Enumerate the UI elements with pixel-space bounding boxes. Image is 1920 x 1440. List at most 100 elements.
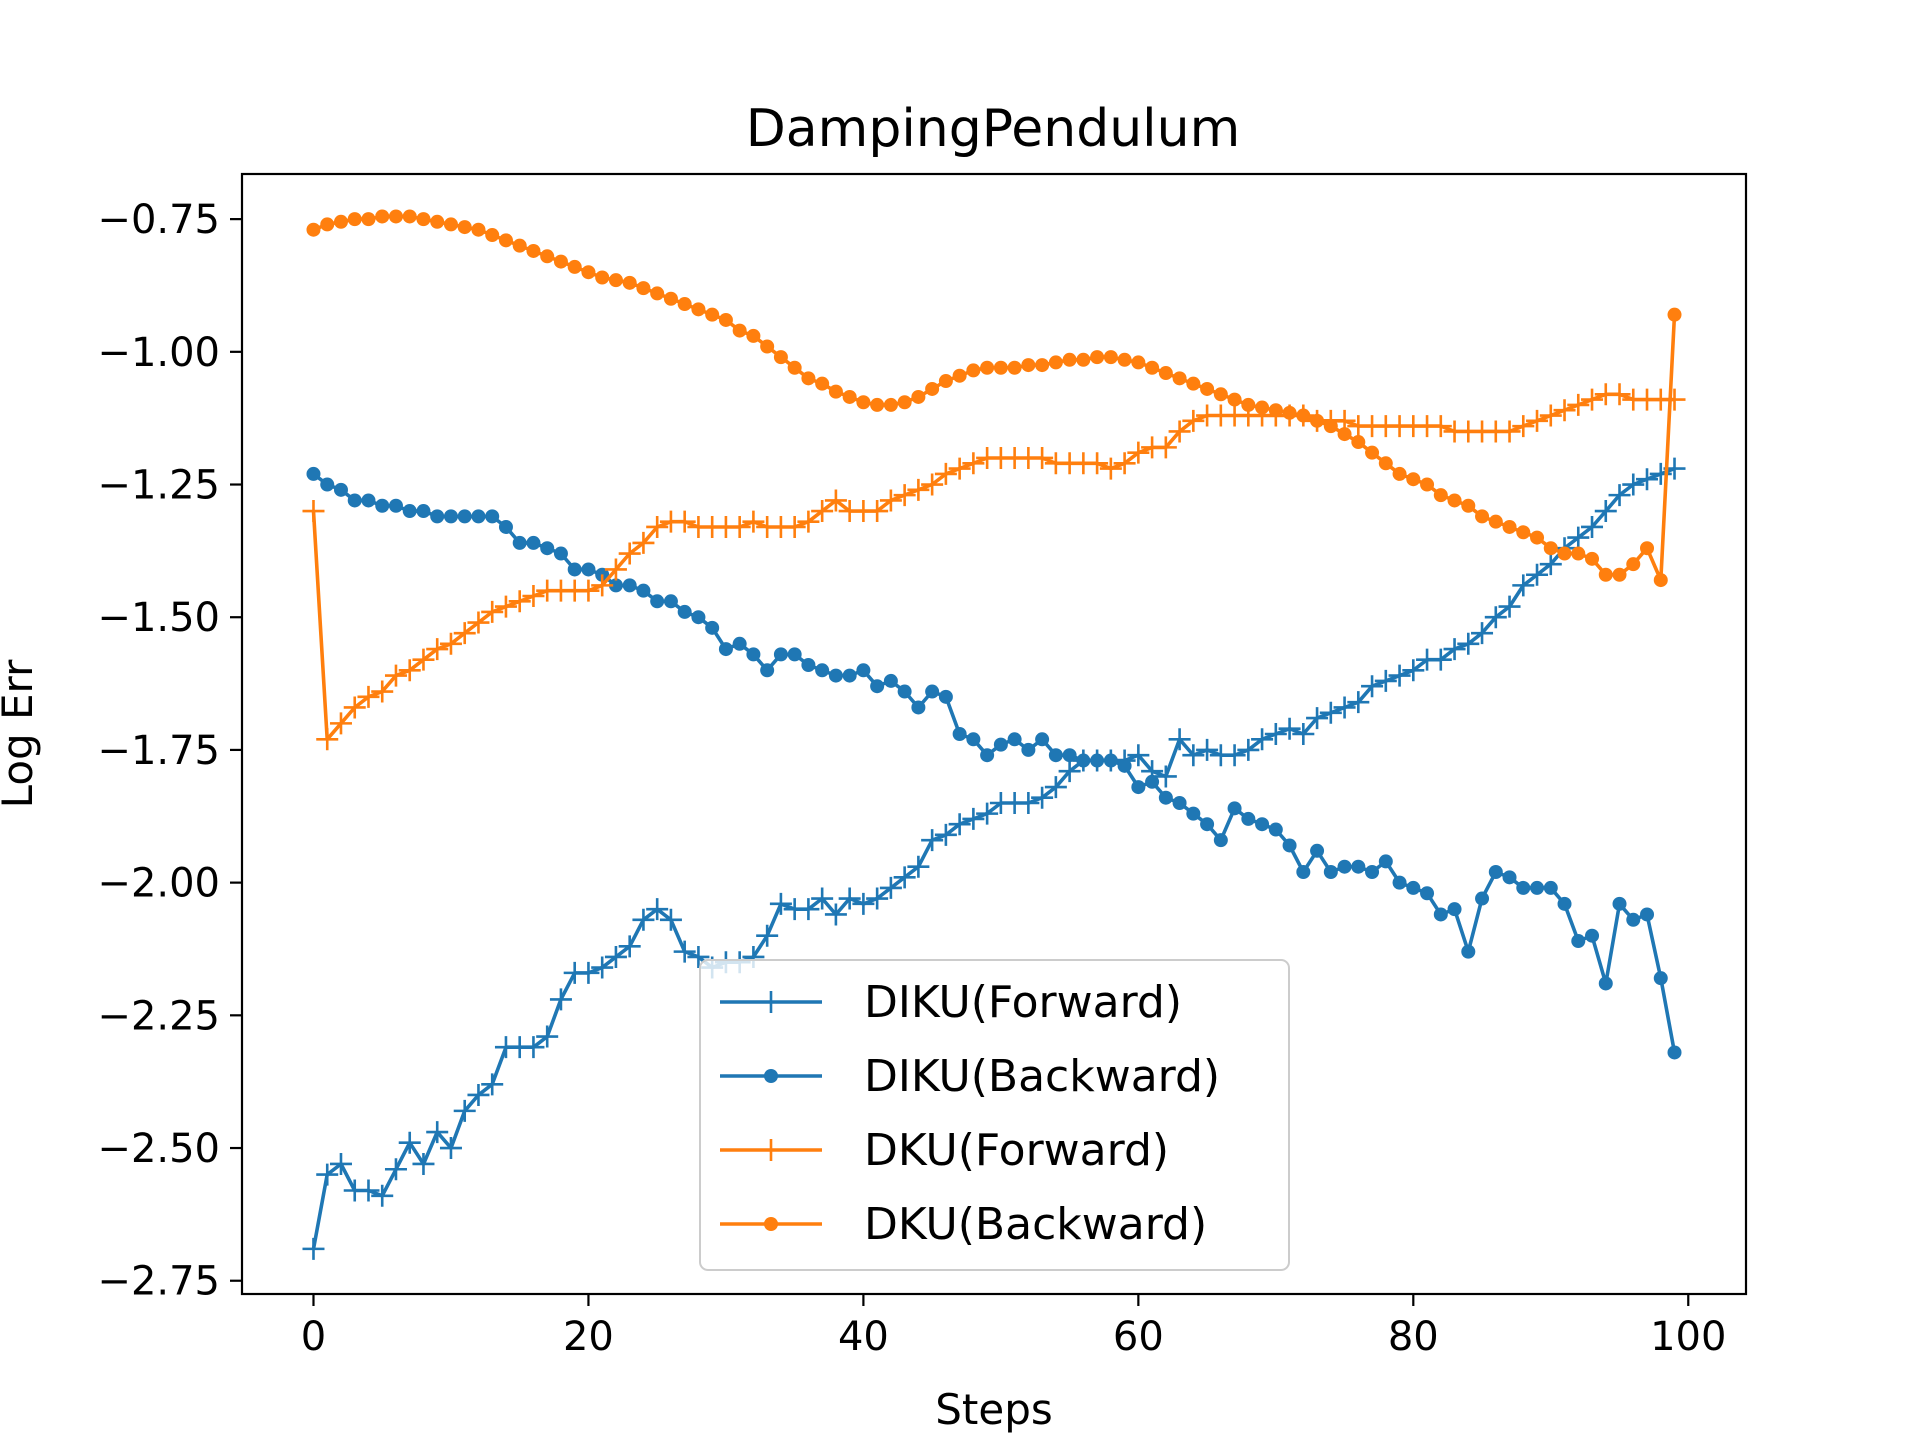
data-point — [1021, 742, 1036, 757]
data-point — [1131, 355, 1146, 370]
data-point — [453, 1099, 476, 1122]
data-point — [1255, 817, 1270, 832]
data-point — [384, 1158, 407, 1181]
data-point — [769, 892, 792, 915]
data-point — [1200, 817, 1215, 832]
data-point — [591, 574, 614, 597]
data-point — [1594, 500, 1617, 523]
data-point — [962, 452, 985, 475]
data-point — [1484, 606, 1507, 629]
data-point — [1154, 765, 1177, 788]
legend-label: DIKU(Backward) — [864, 1051, 1220, 1102]
data-point — [797, 510, 820, 533]
data-point — [728, 515, 751, 538]
data-point — [1168, 728, 1191, 751]
data-point — [650, 286, 665, 301]
data-point — [1636, 468, 1659, 491]
data-point — [673, 510, 696, 533]
data-point — [1172, 371, 1187, 386]
data-point — [498, 233, 513, 248]
data-point — [1626, 557, 1641, 572]
data-point — [856, 395, 871, 410]
data-point — [718, 312, 733, 327]
data-point — [828, 384, 843, 399]
data-point — [1145, 774, 1160, 789]
data-point — [1667, 1045, 1682, 1060]
data-point — [1237, 738, 1260, 761]
data-point — [1323, 419, 1338, 434]
data-point — [1498, 595, 1521, 618]
data-point — [498, 519, 513, 534]
data-point — [333, 214, 348, 229]
data-point — [306, 222, 321, 237]
data-point — [1498, 420, 1521, 443]
y-tick-label: −1.75 — [97, 728, 220, 774]
data-point — [866, 500, 889, 523]
data-point — [636, 583, 651, 598]
data-point — [412, 1152, 435, 1175]
data-point — [1378, 456, 1393, 471]
data-point — [526, 243, 541, 258]
data-point — [1649, 462, 1672, 485]
y-tick-label: −1.50 — [97, 595, 220, 641]
data-point — [677, 604, 692, 619]
data-point — [883, 673, 898, 688]
data-point — [1598, 976, 1613, 991]
data-point — [760, 339, 775, 354]
data-point — [371, 680, 394, 703]
data-point — [1443, 638, 1466, 661]
legend: DIKU(Forward) DIKU(Backward) DKU(Forward) D… — [699, 959, 1290, 1271]
x-tick-label: 20 — [563, 1314, 614, 1360]
data-point — [883, 397, 898, 412]
data-point — [577, 579, 600, 602]
data-point — [1048, 355, 1063, 370]
data-point — [604, 945, 627, 968]
data-point — [512, 238, 527, 253]
data-point — [663, 594, 678, 609]
data-point — [1296, 408, 1311, 423]
data-point — [1031, 786, 1054, 809]
data-point — [852, 892, 875, 915]
series-line-1 — [312, 472, 1677, 1053]
data-point — [1433, 907, 1448, 922]
data-point — [938, 374, 953, 389]
data-point — [746, 328, 761, 343]
data-point — [921, 473, 944, 496]
data-point — [347, 212, 362, 227]
data-point — [471, 509, 486, 524]
data-point — [536, 1025, 559, 1048]
data-point — [980, 748, 995, 763]
data-point — [388, 209, 403, 224]
data-point — [430, 214, 445, 229]
series-line-0 — [311, 466, 1676, 1250]
data-point — [347, 493, 362, 508]
data-point — [329, 1152, 352, 1175]
data-point — [540, 541, 555, 556]
data-point — [1608, 484, 1631, 507]
data-point — [375, 498, 390, 513]
series-1 — [306, 466, 1682, 1060]
data-point — [1612, 567, 1627, 582]
data-point — [952, 727, 967, 741]
data-point — [828, 668, 843, 683]
data-point — [1612, 896, 1627, 911]
data-point — [1007, 732, 1022, 747]
data-point — [453, 622, 476, 645]
data-point — [1581, 388, 1604, 411]
data-point — [1090, 753, 1105, 768]
data-point — [1223, 744, 1246, 767]
data-point — [921, 829, 944, 852]
legend-item: DKU(Backward) — [720, 1199, 1207, 1250]
data-point — [430, 509, 445, 524]
data-point — [1351, 859, 1366, 874]
data-point — [1653, 573, 1668, 588]
data-point — [333, 482, 348, 497]
data-point — [1392, 875, 1407, 890]
y-tick-label: −2.25 — [97, 993, 220, 1039]
data-point — [329, 712, 352, 735]
data-point — [952, 368, 967, 383]
legend-items: DIKU(Forward) DIKU(Backward) DKU(Forward) D… — [720, 977, 1220, 1250]
data-point — [1099, 457, 1122, 480]
data-point — [911, 389, 926, 404]
